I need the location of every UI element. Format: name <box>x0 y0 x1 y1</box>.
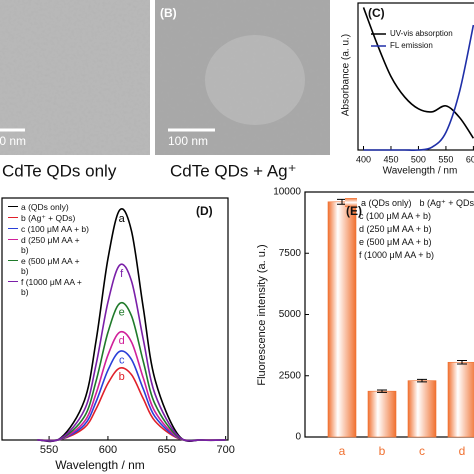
legend-entry: b (Ag⁺ + QDs) <box>8 213 98 223</box>
peak-label: f <box>120 268 124 280</box>
legend-entry: d (250 μM AA + b) <box>345 223 474 235</box>
legend-entry: d (250 μM AA + b) <box>8 235 98 255</box>
legend-label: b (Ag⁺ + QDs) <box>21 213 76 223</box>
legend-label: d (250 μM AA + b) <box>21 235 80 255</box>
x-tick-label: 600 <box>466 154 474 164</box>
legend-swatch <box>8 206 18 207</box>
error-bar <box>457 360 467 365</box>
scale-label: 100 nm <box>168 134 208 148</box>
x-tick-label: 450 <box>383 154 398 164</box>
x-tick-label: c <box>419 444 425 458</box>
image-caption: CdTe QDs only <box>2 161 117 180</box>
legend-swatch <box>8 228 18 229</box>
line-series <box>362 7 474 139</box>
bar <box>407 380 437 438</box>
plot-frame <box>357 2 474 151</box>
legend-swatch <box>8 281 18 282</box>
x-axis-label: Wavelength / nm <box>55 458 145 472</box>
y-tick-label: 0 <box>295 432 301 443</box>
legend-label: FL emission <box>390 41 433 50</box>
panel-label: (B) <box>160 6 177 20</box>
line-series <box>37 301 226 442</box>
x-tick-label: d <box>459 444 466 458</box>
legend-label: b (Ag⁺ + QDs) <box>419 198 474 208</box>
legend-swatch <box>8 239 18 240</box>
legend-label: c (100 μM AA + b) <box>359 211 431 221</box>
panel-title: (C) <box>368 6 385 20</box>
legend-entry: c (100 μM AA + b) <box>8 224 98 234</box>
legend-label: f (1000 μM AA + b) <box>359 250 434 260</box>
y-axis-label: Fluorescence intensity (a. u.) <box>256 244 268 385</box>
x-tick-label: 600 <box>99 444 117 456</box>
panel-title: (E) <box>346 204 362 218</box>
tem-particle-cluster <box>205 35 305 125</box>
panel-title: (D) <box>196 204 213 218</box>
legend-swatch <box>8 217 18 218</box>
legend: a (QDs only) b (Ag⁺ + QDs) c (100 μM AA + … <box>345 197 474 261</box>
peak-label: e <box>119 306 125 318</box>
legend-label: f (1000 μM AA + b) <box>21 277 82 297</box>
x-tick-label: 400 <box>356 154 371 164</box>
x-tick-label: 550 <box>40 444 58 456</box>
x-tick-label: 550 <box>438 154 453 164</box>
error-bar <box>417 378 427 383</box>
bar <box>447 361 474 438</box>
legend: a (QDs only)b (Ag⁺ + QDs)c (100 μM AA + … <box>8 202 98 297</box>
x-tick-label: 700 <box>216 444 234 456</box>
line-series <box>363 24 474 152</box>
peak-label: c <box>119 354 125 366</box>
line-series <box>37 366 226 442</box>
error-bar <box>377 389 387 393</box>
y-tick-label: 10000 <box>273 187 301 198</box>
x-tick-label: b <box>379 444 386 458</box>
y-axis-label: Absorbance (a. u.) <box>341 34 352 116</box>
legend-entry: a (QDs only) <box>8 202 98 212</box>
legend-box: a (QDs only) b (Ag⁺ + QDs) c (100 μM AA + … <box>8 202 98 297</box>
y-tick-label: 5000 <box>279 309 302 320</box>
legend-entry: f (1000 μM AA + b) <box>8 277 98 297</box>
legend-swatch <box>345 198 357 207</box>
legend-entry: a (QDs only) b (Ag⁺ + QDs) <box>345 197 474 209</box>
legend-entry: e (500 μM AA + b) <box>8 256 98 276</box>
legend-entry: e (500 μM AA + b) <box>345 236 474 248</box>
legend-label: e (500 μM AA + b) <box>359 237 432 247</box>
y-tick-label: 7500 <box>279 248 302 259</box>
legend-swatch <box>8 260 18 261</box>
x-tick-label: a <box>339 444 346 458</box>
legend-label: a (QDs only) <box>360 198 412 208</box>
tem-texture <box>0 0 150 155</box>
x-axis-label: Wavelength / nm <box>383 166 458 177</box>
line-series <box>37 263 226 442</box>
image-caption: CdTe QDs + Ag⁺ <box>170 161 297 180</box>
legend-entry: f (1000 μM AA + b) <box>345 249 474 261</box>
x-tick-label: 650 <box>158 444 176 456</box>
legend-box: a (QDs only) b (Ag⁺ + QDs) c (100 μM AA + … <box>345 197 474 261</box>
legend-label: c (100 μM AA + b) <box>21 224 89 234</box>
legend-entry: c (100 μM AA + b) <box>345 210 474 222</box>
legend-label: d (250 μM AA + b) <box>359 224 432 234</box>
bar <box>327 201 357 438</box>
bar <box>367 390 397 438</box>
peak-label: a <box>119 213 126 225</box>
legend-label: UV-vis absorption <box>390 29 453 38</box>
legend-label: a (QDs only) <box>21 202 69 212</box>
y-tick-label: 2500 <box>279 370 302 381</box>
scale-label: 100 nm <box>0 134 26 148</box>
line-series <box>37 330 226 442</box>
peak-label: b <box>119 371 125 383</box>
plot-frame <box>1 197 229 441</box>
x-tick-label: 500 <box>411 154 426 164</box>
line-series <box>37 350 226 442</box>
legend-label: e (500 μM AA + b) <box>21 256 80 276</box>
peak-label: d <box>119 335 125 347</box>
